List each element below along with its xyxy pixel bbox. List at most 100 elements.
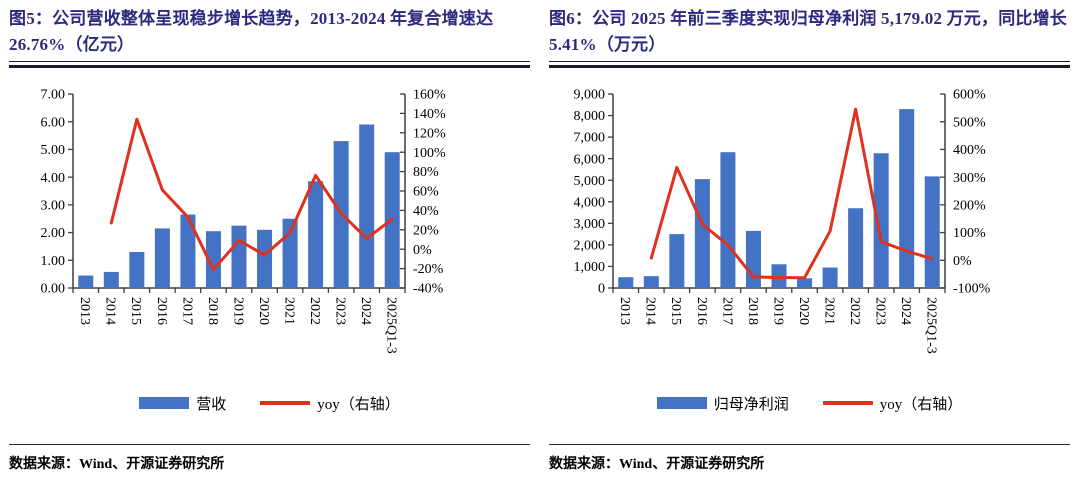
x-axis-labels: 2013 2014 2015 2016 2017 2018 2019 2020 2021 2022… <box>617 297 938 354</box>
legend-item-line: yoy（右轴） <box>822 393 963 414</box>
svg-text:400%: 400% <box>953 143 986 158</box>
x-axis <box>612 288 946 293</box>
bar-2023 <box>873 153 889 288</box>
svg-text:3.00: 3.00 <box>41 198 66 213</box>
svg-text:20%: 20% <box>413 223 439 238</box>
legend-item-line: yoy（右轴） <box>260 393 400 414</box>
svg-text:7.00: 7.00 <box>41 88 66 103</box>
svg-text:2021: 2021 <box>821 297 836 325</box>
yoy-line <box>109 117 394 272</box>
bar-2022 <box>848 208 864 288</box>
svg-text:2016: 2016 <box>154 297 169 325</box>
data-source: 数据来源：Wind、开源证券研究所 <box>549 457 765 472</box>
svg-text:100%: 100% <box>953 226 986 241</box>
bar-2019 <box>231 225 247 288</box>
bar-2021 <box>822 267 838 288</box>
bar-2018 <box>205 231 221 288</box>
net-profit-yoy-chart: 0 1,000 2,000 3,000 4,000 5,000 6,000 7,000 8,00… <box>574 88 991 354</box>
bar-2020 <box>797 278 813 288</box>
right-axis: -100% 0% 100% 200% 300% 400% 500% 600% <box>940 88 991 297</box>
svg-text:7,000: 7,000 <box>574 131 606 146</box>
svg-text:2014: 2014 <box>643 297 658 325</box>
plot-area: 0 1,000 2,000 3,000 4,000 5,000 6,000 7,000 8,00… <box>574 88 991 354</box>
svg-text:2017: 2017 <box>719 297 734 325</box>
svg-text:5,000: 5,000 <box>574 174 606 189</box>
figure-5-title: 图5：公司营收整体呈现稳步增长趋势，2013-2024 年复合增速达 26.76… <box>9 9 494 54</box>
line-swatch <box>822 401 873 405</box>
svg-text:2015: 2015 <box>128 297 143 325</box>
svg-text:2015: 2015 <box>668 297 683 325</box>
svg-text:2018: 2018 <box>205 297 220 325</box>
bar-swatch <box>656 397 707 409</box>
bar-2024 <box>899 109 915 288</box>
svg-text:2019: 2019 <box>230 297 245 325</box>
svg-text:0%: 0% <box>413 243 432 258</box>
bar-2018 <box>745 230 761 288</box>
svg-text:2022: 2022 <box>307 297 322 325</box>
bar-2013 <box>78 275 94 288</box>
svg-text:-100%: -100% <box>953 282 991 297</box>
legend-label: yoy（右轴） <box>879 396 963 413</box>
bar-2024 <box>359 124 375 288</box>
figure-5: 图5：公司营收整体呈现稳步增长趋势，2013-2024 年复合增速达 26.76… <box>9 9 530 472</box>
chart-legend: 归母净利润 yoy（右轴） <box>549 390 1070 416</box>
svg-text:2013: 2013 <box>77 297 92 325</box>
bar-2017 <box>180 214 196 288</box>
legend-label: yoy（右轴） <box>317 396 400 413</box>
bar-2016 <box>694 179 710 288</box>
svg-text:2014: 2014 <box>103 297 118 325</box>
bar-2014 <box>103 271 119 288</box>
revenue-yoy-chart: 0.00 1.00 2.00 3.00 4.00 5.00 6.00 7.00 -40% -20%… <box>41 88 447 354</box>
svg-text:500%: 500% <box>953 115 986 130</box>
bar-2016 <box>154 228 170 288</box>
bar-swatch <box>139 397 190 409</box>
svg-text:2.00: 2.00 <box>41 226 66 241</box>
legend-item-bar: 归母净利润 <box>656 393 789 414</box>
svg-text:2020: 2020 <box>796 297 811 325</box>
legend-label: 归母净利润 <box>713 396 789 413</box>
bar-2020 <box>257 229 273 288</box>
plot-area: 0.00 1.00 2.00 3.00 4.00 5.00 6.00 7.00 -40% -20%… <box>41 88 447 354</box>
line-swatch <box>260 401 311 405</box>
svg-text:100%: 100% <box>413 146 446 161</box>
svg-text:600%: 600% <box>953 88 986 103</box>
bar-2014 <box>643 276 659 288</box>
title-divider <box>549 61 1070 68</box>
bar-series <box>78 124 400 288</box>
svg-text:2022: 2022 <box>847 297 862 325</box>
chart-legend: 营收 yoy（右轴） <box>9 390 530 416</box>
title-divider <box>9 61 530 68</box>
svg-text:-20%: -20% <box>413 262 444 277</box>
svg-text:2021: 2021 <box>281 297 296 325</box>
svg-text:8,000: 8,000 <box>574 109 606 124</box>
svg-text:-40%: -40% <box>413 282 444 297</box>
svg-text:160%: 160% <box>413 88 446 103</box>
svg-text:2023: 2023 <box>873 297 888 325</box>
svg-text:0.00: 0.00 <box>41 282 66 297</box>
svg-text:5.00: 5.00 <box>41 143 66 158</box>
legend-item-bar: 营收 <box>139 393 226 414</box>
svg-text:2018: 2018 <box>745 297 760 325</box>
x-axis-labels: 2013 2014 2015 2016 2017 2018 2019 2020 2021 2022… <box>77 297 398 354</box>
svg-text:120%: 120% <box>413 126 446 141</box>
bar-2025Q1-3 <box>924 176 940 288</box>
svg-text:6,000: 6,000 <box>574 152 606 167</box>
svg-text:2024: 2024 <box>358 297 373 325</box>
source-divider <box>549 444 1070 445</box>
svg-text:2,000: 2,000 <box>574 239 606 254</box>
svg-text:1,000: 1,000 <box>574 260 606 275</box>
svg-text:2013: 2013 <box>617 297 632 325</box>
svg-text:9,000: 9,000 <box>574 88 606 103</box>
svg-text:200%: 200% <box>953 198 986 213</box>
svg-text:4,000: 4,000 <box>574 195 606 210</box>
bar-series <box>618 109 940 288</box>
svg-text:2020: 2020 <box>256 297 271 325</box>
bar-2015 <box>669 234 685 288</box>
svg-text:4.00: 4.00 <box>41 171 66 186</box>
svg-text:2025Q1-3: 2025Q1-3 <box>924 297 939 354</box>
data-source: 数据来源：Wind、开源证券研究所 <box>9 457 225 472</box>
source-divider <box>9 444 530 445</box>
svg-text:2024: 2024 <box>898 297 913 325</box>
svg-text:2017: 2017 <box>179 297 194 325</box>
